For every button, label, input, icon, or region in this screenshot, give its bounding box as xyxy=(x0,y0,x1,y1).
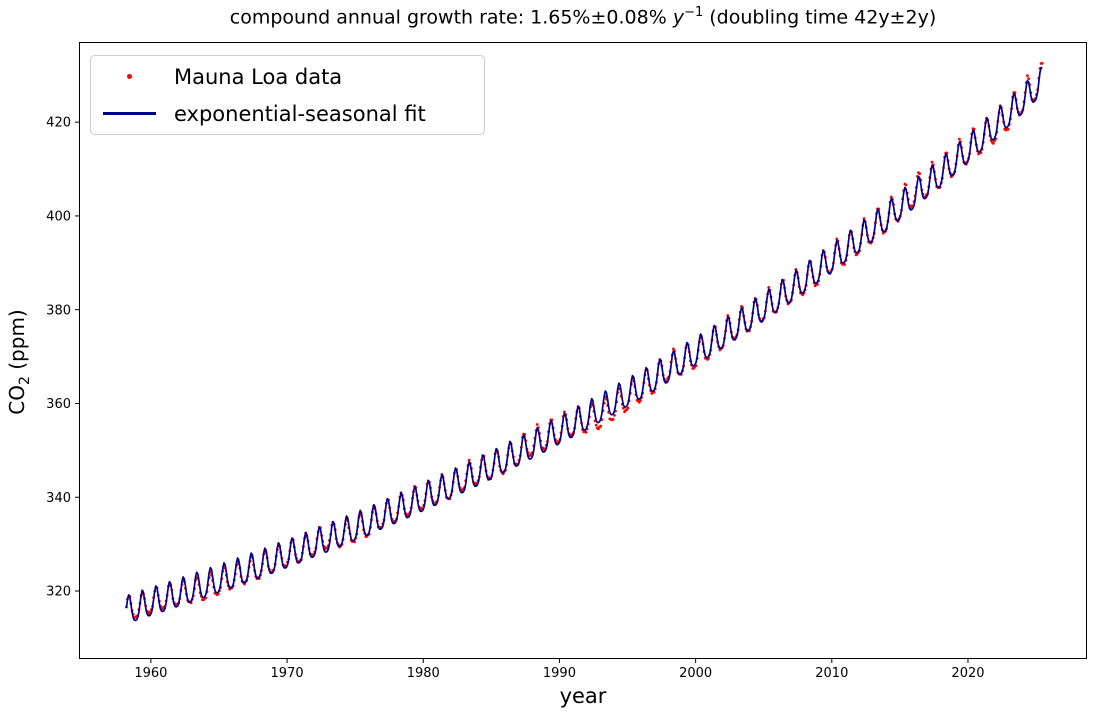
legend-label-fit: exponential-seasonal fit xyxy=(174,101,426,126)
legend: Mauna Loa data exponential-seasonal fit xyxy=(90,55,485,135)
chart-title-math-var: y xyxy=(672,6,685,29)
data-point xyxy=(1006,127,1010,131)
data-point xyxy=(1026,74,1029,78)
plot-frame xyxy=(79,42,1087,659)
x-tick-label: 2020 xyxy=(951,666,984,681)
legend-label-data: Mauna Loa data xyxy=(174,64,343,89)
data-point xyxy=(599,424,603,428)
axes-frame xyxy=(79,42,1087,659)
data-point-marker-icon xyxy=(127,74,132,79)
chart-title-prefix: compound annual growth rate: 1.65%±0.08% xyxy=(229,6,673,29)
y-tick-label: 320 xyxy=(46,585,71,600)
y-axis-label-prefix: CO xyxy=(5,385,29,415)
fit-line-marker-icon xyxy=(103,112,156,115)
data-point xyxy=(930,160,934,164)
data-point xyxy=(904,183,908,187)
axis-ticks: 1960 1970 1980 1990 2000 2010 2020 320 340 360 380… xyxy=(46,116,984,681)
chart-title-suffix: (doubling time 42y±2y) xyxy=(703,6,937,29)
y-tick-label: 400 xyxy=(46,209,71,224)
data-point xyxy=(535,423,539,426)
data-point xyxy=(843,263,847,266)
data-point xyxy=(467,458,471,462)
fit-line-path xyxy=(125,66,1043,622)
data-point xyxy=(613,413,616,417)
y-axis-label-sub: 2 xyxy=(17,376,33,386)
data-point xyxy=(835,237,839,241)
y-tick-label: 420 xyxy=(46,116,71,131)
data-point xyxy=(672,347,675,351)
data-point xyxy=(1040,61,1044,65)
data-point xyxy=(611,418,615,421)
fit-line-series xyxy=(125,66,1043,622)
data-point xyxy=(889,195,893,199)
legend-marker-area xyxy=(103,112,156,115)
y-tick-label: 380 xyxy=(46,303,71,318)
data-points-series xyxy=(125,61,1044,620)
data-point xyxy=(918,172,921,176)
chart-title-exponent: −1 xyxy=(684,5,704,20)
data-point xyxy=(594,423,598,427)
y-axis-label: CO2 (ppm) xyxy=(5,309,33,414)
x-tick-label: 2010 xyxy=(815,666,848,681)
x-tick-label: 1970 xyxy=(271,666,304,681)
chart-title: compound annual growth rate: 1.65%±0.08%… xyxy=(79,5,1087,28)
data-point xyxy=(958,137,961,141)
legend-item-mauna-loa-data: Mauna Loa data xyxy=(91,58,484,95)
y-tick-label: 340 xyxy=(46,491,71,506)
data-point xyxy=(584,430,588,434)
legend-item-exponential-seasonal-fit: exponential-seasonal fit xyxy=(91,95,484,132)
y-axis-label-suffix: (ppm) xyxy=(5,309,29,377)
y-tick-label: 360 xyxy=(46,397,71,412)
data-point xyxy=(767,286,771,289)
x-tick-label: 1960 xyxy=(134,666,167,681)
data-point xyxy=(1027,77,1030,80)
data-point xyxy=(626,406,630,410)
data-point xyxy=(563,410,566,414)
data-point xyxy=(992,142,995,145)
x-tick-label: 2000 xyxy=(679,666,712,681)
x-axis-label: year xyxy=(559,684,607,708)
x-tick-label: 1990 xyxy=(543,666,576,681)
x-tick-label: 1980 xyxy=(407,666,440,681)
legend-marker-area xyxy=(103,74,156,79)
